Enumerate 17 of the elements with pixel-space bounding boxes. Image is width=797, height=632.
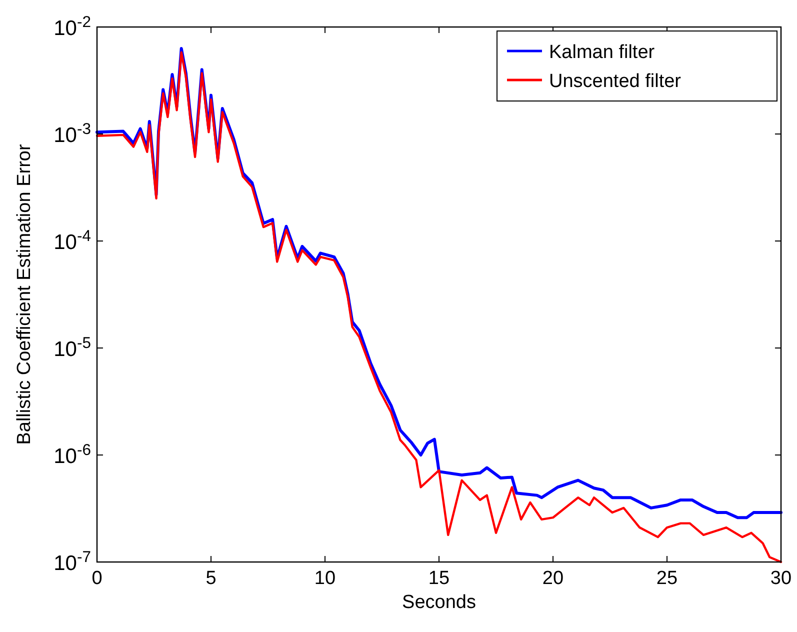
y-tick-label: 10$^{-2}$ (54, 14, 91, 40)
y-tick-label: 10$^{-5}$ (54, 334, 92, 361)
y-tick-label: 10$^{-3}$ (54, 120, 92, 147)
y-tick-label: 10$^{-7}$ (54, 548, 91, 575)
legend-label: Kalman filter (549, 42, 656, 63)
x-tick-label: 25 (656, 568, 678, 589)
legend-label: Unscented filter (549, 71, 682, 92)
x-tick-label: 0 (92, 568, 102, 589)
x-tick-label: 15 (428, 568, 450, 589)
x-tick-label: 10 (314, 568, 336, 589)
y-tick-label: 10$^{-6}$ (54, 442, 92, 468)
x-axis-title: Seconds (402, 592, 476, 613)
y-axis-title: Ballistic Coefficient Estimation Error (14, 144, 35, 445)
x-tick-label: 5 (206, 568, 216, 589)
x-tick-label: 20 (542, 568, 564, 589)
x-tick-label: 30 (770, 568, 792, 589)
y-tick-label: 10$^{-4}$ (54, 228, 92, 254)
